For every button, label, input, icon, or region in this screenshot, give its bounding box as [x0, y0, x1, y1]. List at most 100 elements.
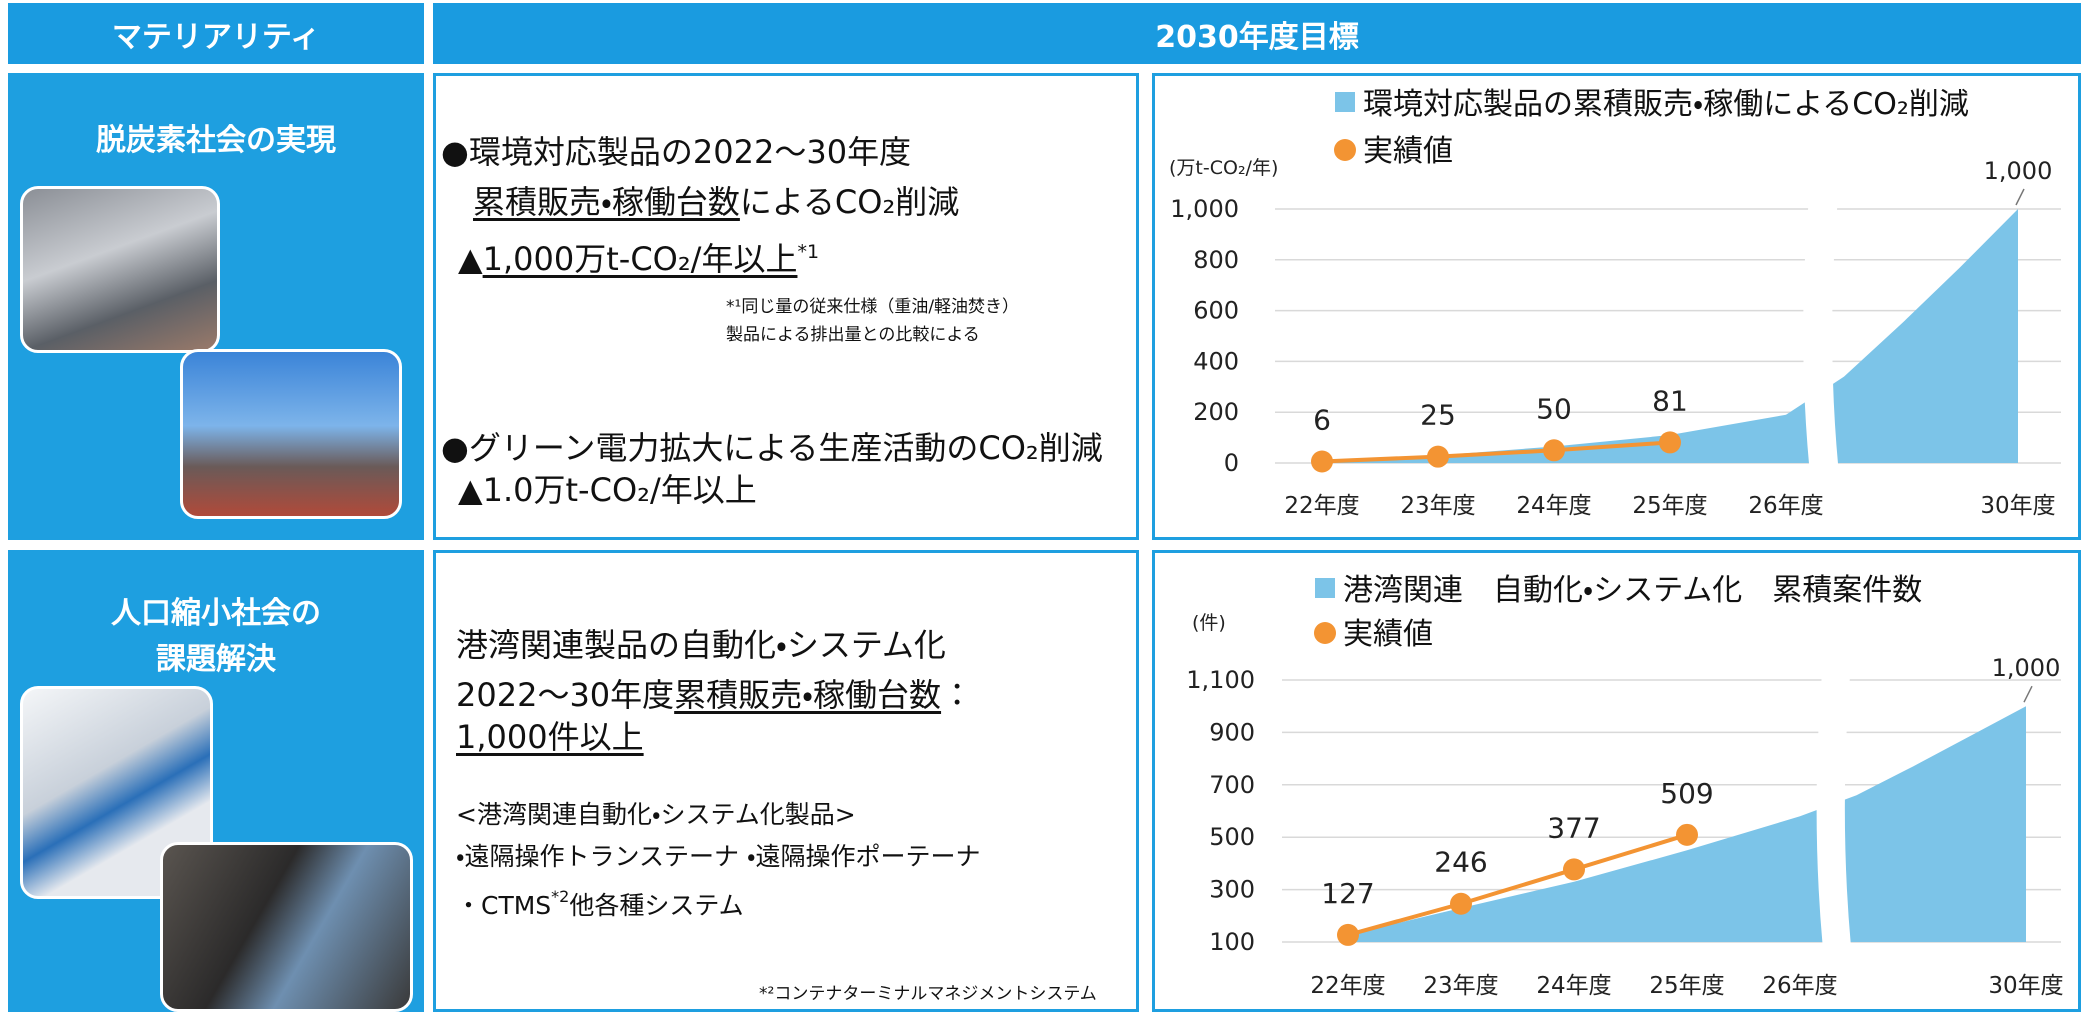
- materiality-title: 人口縮小社会の: [8, 588, 424, 632]
- text: によるCO₂削減: [740, 183, 959, 221]
- footnote-ref: *2: [551, 887, 569, 906]
- x-tick-label: 25年度: [1649, 973, 1724, 999]
- y-axis-label: (件): [1192, 612, 1226, 634]
- product-line: ・CTMS*2他各種システム: [456, 877, 744, 926]
- footnote-ref: *1: [797, 241, 819, 263]
- y-tick-label: 600: [1193, 297, 1239, 325]
- materiality-title: 脱炭素社会の実現: [8, 115, 424, 159]
- footnote: *²コンテナターミナルマネジメントシステム: [759, 981, 1097, 1007]
- data-label: 25: [1420, 399, 1456, 432]
- chart: (件) 100 300 500 700 900 1,100 22年度 23年度 24年度 25年度 2…: [1155, 553, 2078, 1009]
- text: 累積販売・稼働台数: [674, 676, 941, 714]
- target-line: 累積販売・稼働台数によるCO₂削減: [473, 182, 959, 222]
- header-text: マテリアリティ: [112, 12, 320, 56]
- target-cell: ●環境対応製品の2022～30年度 累積販売・稼働台数によるCO₂削減 ▲1,0…: [433, 73, 1139, 540]
- data-label: 81: [1652, 384, 1688, 417]
- target-line: 港湾関連製品の自動化・システム化: [456, 625, 946, 665]
- data-label: 509: [1660, 777, 1713, 810]
- data-label: 6: [1313, 403, 1331, 436]
- marker: [1311, 450, 1333, 472]
- target-cell: 港湾関連製品の自動化・システム化 2022～30年度累積販売・稼働台数： 1,0…: [433, 550, 1139, 1012]
- legend-label: 実績値: [1363, 134, 1453, 169]
- chart-cell: (万t-CO₂/年) 0 200 400 600 800 1,000 22年度 23年度 24年度…: [1152, 73, 2081, 540]
- leader-line: [2024, 686, 2032, 702]
- legend-label: 実績値: [1343, 617, 1433, 652]
- y-tick-label: 100: [1209, 928, 1255, 956]
- y-tick-label: 200: [1193, 398, 1239, 426]
- y-tick-label: 0: [1224, 449, 1239, 477]
- footnote: *¹同じ量の従来仕様（重油/軽油焚き）: [726, 294, 1019, 320]
- x-tick-label: 23年度: [1423, 973, 1498, 999]
- marker: [1543, 439, 1565, 461]
- text: 他各種システム: [569, 891, 743, 920]
- x-tick-label: 23年度: [1400, 493, 1475, 519]
- text: 累積販売・稼働台数: [473, 183, 740, 221]
- target-line: 1,000件以上: [456, 718, 644, 756]
- text: ▲: [458, 240, 483, 278]
- materiality-title: 課題解決: [8, 634, 424, 678]
- target-line: ▲1.0万t-CO₂/年以上: [458, 470, 757, 510]
- photo: [160, 842, 413, 1012]
- y-tick-label: 300: [1209, 876, 1255, 904]
- y-tick-label: 1,000: [1170, 195, 1239, 223]
- header-cell: マテリアリティ: [8, 3, 424, 64]
- chart: (万t-CO₂/年) 0 200 400 600 800 1,000 22年度 23年度 24年度…: [1155, 76, 2078, 537]
- legend-swatch: [1335, 92, 1355, 112]
- x-tick-label: 30年度: [1980, 493, 2055, 519]
- y-axis-label: (万t-CO₂/年): [1169, 157, 1278, 179]
- legend-label: 環境対応製品の累積販売・稼働によるCO₂削減: [1363, 87, 1969, 122]
- data-label: 1,000: [1984, 157, 2053, 185]
- legend-swatch: [1314, 622, 1336, 644]
- target-line: 2022～30年度累積販売・稼働台数：: [456, 675, 973, 715]
- marker: [1427, 446, 1449, 468]
- slide: マテリアリティ 2030年度目標 脱炭素社会の実現 ●環境対応製品の2022～3…: [0, 0, 2089, 1014]
- y-tick-label: 400: [1193, 347, 1239, 375]
- product-line: <港湾関連自動化・システム化製品>: [456, 795, 856, 835]
- text: 2022～30年度: [456, 676, 674, 714]
- marker: [1563, 858, 1585, 880]
- text: 1,000万t-CO₂/年以上: [483, 240, 798, 278]
- product-line: ・遠隔操作トランステーナ ・遠隔操作ポーテーナ: [456, 837, 980, 877]
- footnote: 製品による排出量との比較による: [726, 322, 980, 348]
- x-tick-label: 25年度: [1632, 493, 1707, 519]
- x-tick-label: 22年度: [1284, 493, 1359, 519]
- x-tick-label: 26年度: [1762, 973, 1837, 999]
- leader-line: [2016, 189, 2024, 205]
- header-text: 2030年度目標: [1155, 12, 1359, 56]
- page: マテリアリティ { "header": {"materiality": "マテリ…: [0, 0, 2089, 1014]
- marker: [1676, 824, 1698, 846]
- y-tick-label: 700: [1209, 771, 1255, 799]
- photo: [180, 349, 402, 519]
- marker: [1659, 431, 1681, 453]
- materiality-cell: 人口縮小社会の 課題解決: [8, 550, 424, 1012]
- legend-swatch: [1334, 139, 1356, 161]
- marker: [1450, 893, 1472, 915]
- target-line: ●環境対応製品の2022～30年度: [441, 132, 911, 172]
- photo: [20, 186, 220, 353]
- axis-break: [1803, 194, 1838, 466]
- y-tick-label: 800: [1193, 246, 1239, 274]
- legend-swatch: [1315, 578, 1335, 598]
- x-tick-label: 24年度: [1516, 493, 1591, 519]
- y-tick-label: 900: [1209, 718, 1255, 746]
- text: ：: [941, 676, 973, 714]
- data-label: 377: [1547, 811, 1600, 844]
- data-label: 50: [1536, 392, 1572, 425]
- x-tick-label: 26年度: [1748, 493, 1823, 519]
- x-tick-label: 30年度: [1988, 973, 2063, 999]
- legend-label: 港湾関連 自動化・システム化 累積案件数: [1343, 573, 1922, 608]
- materiality-cell: 脱炭素社会の実現: [8, 73, 424, 540]
- text: ●環境対応製品の2022～30年度: [441, 133, 911, 171]
- x-tick-label: 22年度: [1310, 973, 1385, 999]
- text: ・CTMS: [456, 891, 551, 920]
- target-line: ●グリーン電力拡大による生産活動のCO₂削減: [441, 428, 1103, 468]
- data-label: 1,000: [1992, 654, 2061, 682]
- marker: [1337, 924, 1359, 946]
- target-line: ▲1,000万t-CO₂/年以上*1: [458, 232, 819, 279]
- data-label: 127: [1321, 877, 1374, 910]
- y-tick-label: 500: [1209, 823, 1255, 851]
- chart-cell: (件) 100 300 500 700 900 1,100 22年度 23年度 24年度 25年度 2…: [1152, 550, 2081, 1012]
- y-tick-label: 1,100: [1186, 666, 1255, 694]
- x-tick-label: 24年度: [1536, 973, 1611, 999]
- data-label: 246: [1434, 846, 1487, 879]
